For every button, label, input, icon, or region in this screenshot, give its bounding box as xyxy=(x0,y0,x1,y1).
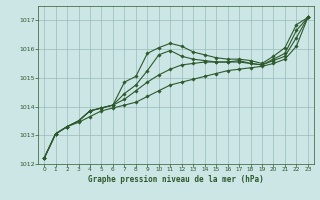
X-axis label: Graphe pression niveau de la mer (hPa): Graphe pression niveau de la mer (hPa) xyxy=(88,175,264,184)
